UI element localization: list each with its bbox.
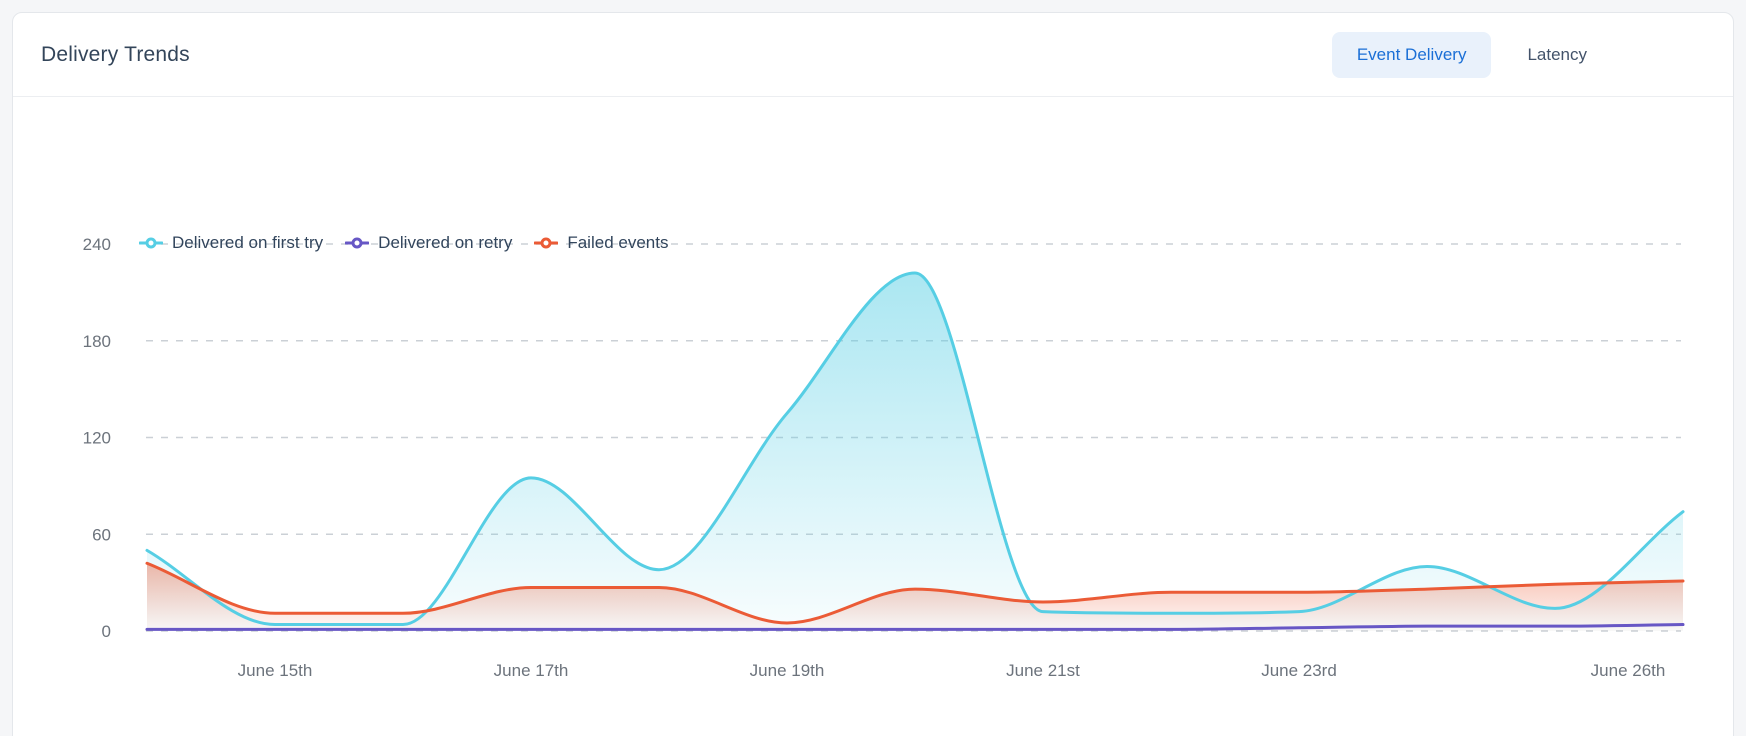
legend-label: Failed events (567, 233, 669, 252)
series-area-delivered-on-first-try (147, 273, 1683, 631)
legend-item-failed-events[interactable]: Failed events (534, 233, 668, 253)
y-axis-tick-label: 60 (92, 525, 111, 544)
series-line-delivered-on-retry (145, 623, 1685, 631)
legend-label: Delivered on retry (378, 233, 513, 252)
card-header: Delivery Trends Event Delivery Latency (13, 13, 1733, 97)
tab-latency[interactable]: Latency (1527, 44, 1587, 64)
delivery-trends-chart: 0 60 120 180 240 June 15th June 17th June 19th J… (83, 235, 1685, 680)
chart-area: Delivered on first try Delivered on retry… (13, 97, 1733, 736)
chart-legend: Delivered on first try Delivered on retry… (139, 233, 668, 253)
legend-label: Delivered on first try (172, 233, 324, 252)
x-axis-tick-label: June 26th (1591, 661, 1666, 680)
y-axis-tick-label: 180 (83, 332, 111, 351)
x-axis-tick-label: June 23rd (1261, 661, 1337, 680)
legend-item-delivered-on-first-try[interactable]: Delivered on first try (139, 233, 323, 253)
x-axis-tick-label: June 19th (750, 661, 825, 680)
legend-item-delivered-on-retry[interactable]: Delivered on retry (345, 233, 512, 253)
y-axis-tick-label: 120 (83, 429, 111, 448)
y-axis-tick-label: 240 (83, 235, 111, 254)
legend-marker-icon (534, 237, 559, 249)
x-axis-tick-label: June 15th (238, 661, 313, 680)
series-area-failed-events (147, 563, 1683, 631)
tab-event-delivery[interactable]: Event Delivery (1331, 31, 1492, 78)
legend-marker-icon (139, 237, 163, 249)
y-axis-tick-label: 0 (102, 622, 111, 641)
x-axis-tick-label: June 21st (1006, 661, 1080, 680)
x-axis-tick-label: June 17th (494, 661, 569, 680)
page-title: Delivery Trends (41, 42, 190, 66)
series-line-failed-events (145, 561, 1685, 625)
legend-marker-icon (345, 237, 370, 249)
delivery-trends-card: Delivery Trends Event Delivery Latency D… (12, 12, 1734, 736)
series-line-delivered-on-first-try (145, 271, 1685, 627)
tab-group: Event Delivery Latency (1331, 31, 1587, 78)
